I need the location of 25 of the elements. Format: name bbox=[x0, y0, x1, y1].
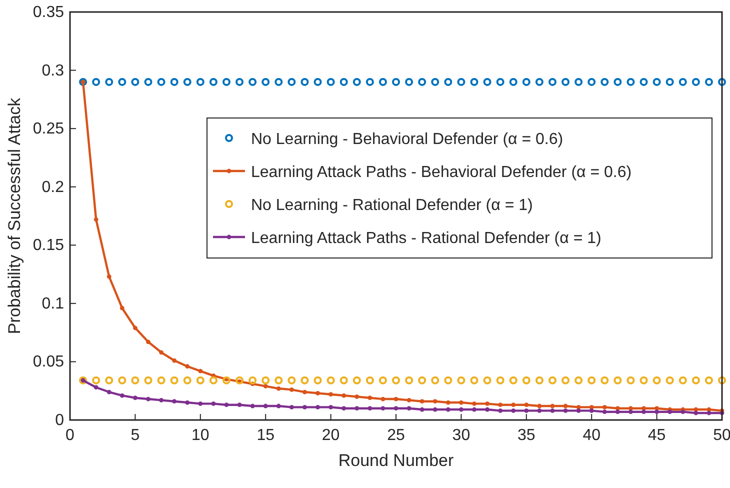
y-tick-label: 0.2 bbox=[42, 178, 64, 196]
x-tick-label: 45 bbox=[648, 427, 666, 444]
x-tick-label: 10 bbox=[192, 427, 210, 444]
x-tick-label: 25 bbox=[387, 427, 405, 444]
y-tick-label: 0.25 bbox=[32, 120, 64, 138]
x-tick-label: 0 bbox=[66, 427, 75, 444]
legend-label: Learning Attack Paths - Behavioral Defender (α = 0.6) bbox=[251, 164, 632, 181]
y-tick-label: 0 bbox=[55, 412, 64, 429]
legend-label: Learning Attack Paths - Rational Defender (α = 1) bbox=[251, 230, 602, 247]
x-tick-label: 5 bbox=[130, 427, 140, 444]
x-tick-label: 35 bbox=[518, 427, 536, 444]
x-tick-label: 15 bbox=[256, 427, 275, 444]
y-axis-title: Probability of Successful Attack bbox=[5, 97, 24, 334]
x-axis-title: Round Number bbox=[338, 451, 454, 470]
y-tick-label: 0.35 bbox=[32, 4, 64, 21]
legend-label: No Learning - Rational Defender (α = 1) bbox=[251, 197, 533, 214]
y-tick-label: 0.15 bbox=[32, 237, 64, 254]
y-tick-label: 0.05 bbox=[32, 354, 64, 371]
x-tick-label: 20 bbox=[322, 427, 340, 444]
legend-label: No Learning - Behavioral Defender (α = 0.6) bbox=[251, 131, 564, 148]
x-tick-label: 40 bbox=[582, 427, 601, 444]
y-tick-label: 0.1 bbox=[42, 295, 64, 312]
x-tick-label: 50 bbox=[713, 427, 730, 444]
y-tick-label: 0.3 bbox=[42, 62, 64, 80]
x-tick-label: 30 bbox=[452, 427, 470, 444]
